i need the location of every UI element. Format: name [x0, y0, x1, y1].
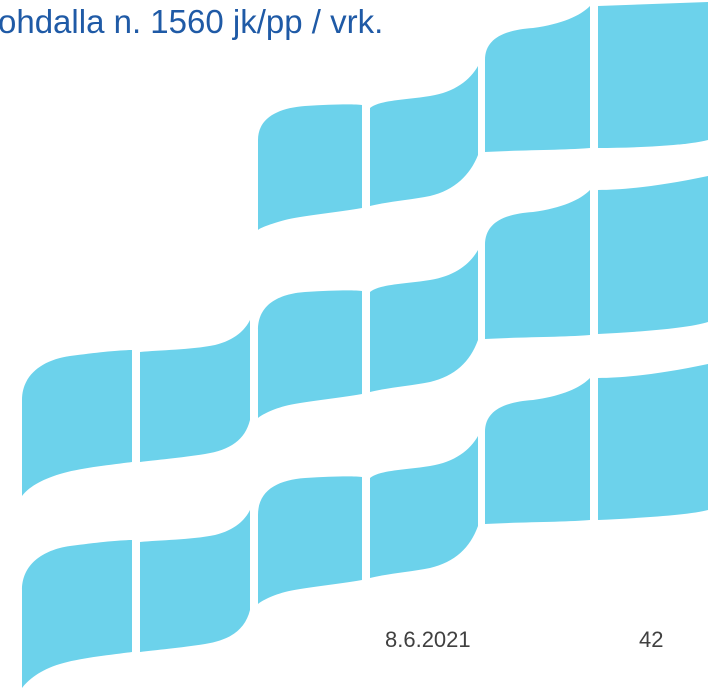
wave-tile-r3-4 — [258, 476, 362, 604]
wave-tile-r2-2 — [598, 176, 708, 334]
wave-tile-r1-2 — [598, 2, 708, 148]
slide-date: 8.6.2021 — [385, 627, 471, 652]
wave-tile-r1-3 — [370, 66, 478, 206]
wave-tile-r3-6 — [22, 540, 132, 688]
wave-tile-r3-3 — [370, 436, 478, 578]
wave-tile-r3-2 — [598, 364, 708, 520]
wave-tile-r2-6 — [22, 350, 132, 496]
wave-tile-r1-4 — [258, 104, 362, 230]
wave-tile-r2-4 — [258, 290, 362, 418]
wave-tile-r3-1 — [485, 378, 590, 524]
slide-heading: ohdalla n. 1560 jk/pp / vrk. — [0, 3, 384, 40]
wave-tile-r2-5 — [140, 320, 250, 462]
slide-page-number: 42 — [639, 627, 664, 652]
wave-tile-r2-1 — [485, 190, 590, 339]
wave-tile-r1-1 — [485, 6, 590, 152]
wave-tile-r2-3 — [370, 250, 478, 392]
wave-tile-r3-5 — [140, 510, 250, 652]
